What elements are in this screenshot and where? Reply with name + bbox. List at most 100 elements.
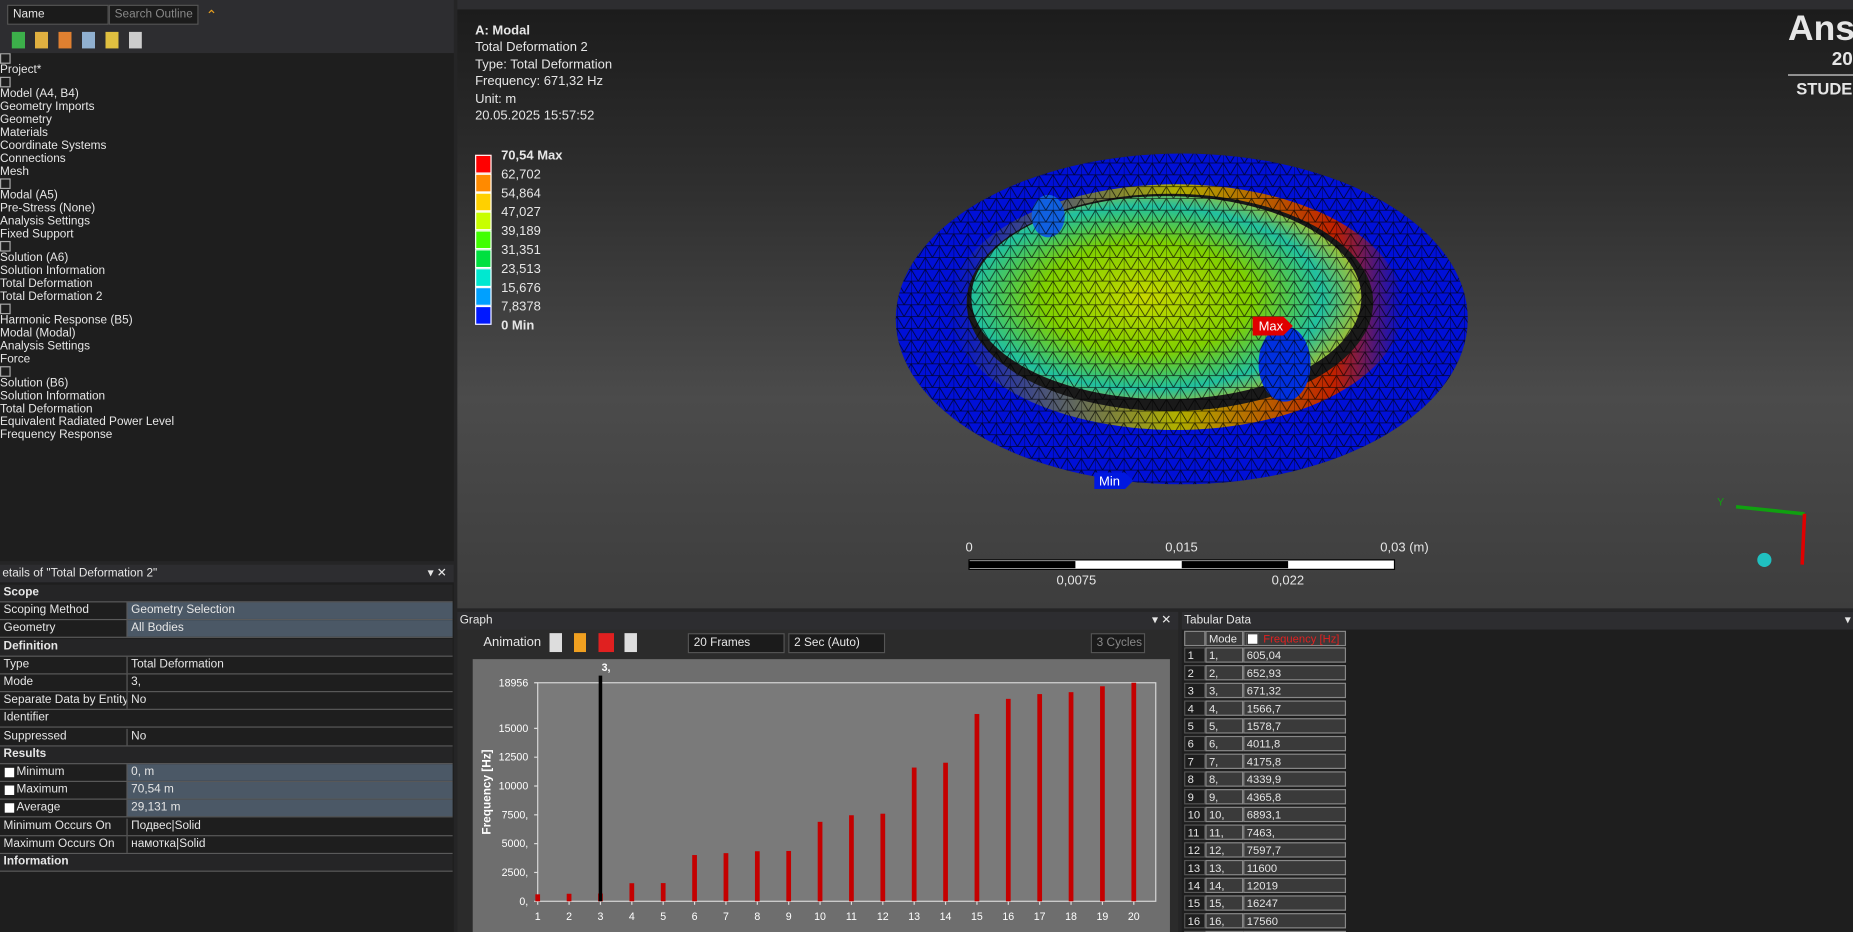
property-row: Maximum 70,54 m [0,782,453,800]
legend-swatch [475,154,492,174]
scale-label: 0,015 [1165,541,1198,556]
tree-node[interactable]: Fixed Support [0,228,454,241]
property-row: Average 29,131 m [0,800,453,818]
tree-node[interactable]: Modal (A5) [0,178,454,202]
tree-node[interactable]: Solution (B6) [0,366,454,390]
table-cell: 15 [1184,895,1206,911]
property-value[interactable]: No [126,728,452,745]
property-value[interactable]: 0, m [126,764,453,781]
panel-buttons[interactable]: ▾ ✕ [427,566,447,580]
tree-node[interactable]: Connections [0,152,454,165]
legend-label: 23,513 [501,262,541,277]
tree-node[interactable]: Project* [0,53,454,77]
property-value[interactable]: Total Deformation [126,656,452,674]
tree-node[interactable]: Force [0,353,454,366]
tree-label: Analysis Settings [0,214,90,228]
y-tick-label: 18956 [499,677,529,689]
property-value[interactable]: 29,131 m [126,800,453,817]
search-box[interactable]: Search Outline [108,4,199,25]
table-cell: 4175,8 [1243,753,1347,769]
property-value[interactable]: 70,54 m [126,782,453,799]
bar [535,894,541,902]
header-cell: Frequency [Hz] [1243,630,1347,647]
table-cell: 7463, [1243,824,1347,840]
table-cell: 12, [1205,842,1244,858]
tree-label: Frequency Response [0,428,113,442]
tree-node[interactable]: Frequency Response [0,429,454,442]
graph-panel: Graph ▾ ✕ Animation 20 Frames 2 Sec (Auto… [457,611,1179,932]
tree-node[interactable]: Solution Information [0,390,454,403]
property-name: Minimum [16,765,65,779]
filter-combo[interactable]: Name [7,4,109,25]
details-title-text: etails of "Total Deformation 2" [2,566,158,580]
property-value[interactable]: No [126,692,452,709]
tree-node[interactable]: Equivalent Radiated Power Level [0,416,454,429]
checkbox[interactable] [4,785,15,796]
x-tick-label: 6 [692,911,698,923]
tree-node[interactable]: Mesh [0,165,454,178]
tree-node[interactable]: Modal (Modal) [0,327,454,340]
property-row: Type Total Deformation [0,656,453,675]
property-value[interactable]: Geometry Selection [126,602,453,620]
tree-node[interactable]: Solution Information [0,265,454,278]
tree-node[interactable]: Coordinate Systems [0,139,454,152]
info-line: Unit: m [475,92,517,107]
x-tick-label: 9 [786,911,792,923]
tree-node[interactable]: Materials [0,126,454,139]
table-cell: 6, [1205,735,1244,752]
table-cell: 652,93 [1243,665,1347,681]
tree-label: Geometry [0,113,52,127]
min-tag: Min [1099,473,1120,488]
header-cell [1184,630,1206,647]
tree-label: Solution Information [0,389,106,403]
property-value[interactable]: 3, [126,674,452,692]
tree-label: Modal (Modal) [0,327,76,341]
header-checkbox[interactable] [1246,633,1259,645]
table-cell: 8 [1184,771,1206,787]
max-probe: Max [1252,316,1293,336]
cursor-label: 3, [602,662,611,674]
property-value[interactable]: All Bodies [126,620,453,638]
duration-combo[interactable]: 2 Sec (Auto) [788,633,886,654]
legend-swatch [475,211,492,231]
cycles-box[interactable]: 3 Cycles [1090,633,1146,654]
table-cell: 4365,8 [1243,789,1347,805]
x-tick-label: 3 [597,911,603,923]
tree-node[interactable]: Analysis Settings [0,215,454,228]
tree-node[interactable]: Solution (A6) [0,240,454,265]
tree-node[interactable]: Analysis Settings [0,340,454,353]
3d-viewport[interactable]: Max Min Y A: Modal Total Deformation 2 T… [457,9,1853,609]
checkbox[interactable] [4,767,15,778]
scale-label: 0,022 [1271,574,1305,589]
tabular-title: Tabular Data ▾ [1181,611,1853,630]
tree-node[interactable]: Harmonic Response (B5) [0,303,454,327]
tree-node[interactable]: Model (A4, B4) [0,76,454,100]
table-cell: 15, [1205,895,1244,911]
y-tick-label: 2500, [502,867,529,879]
tree-node[interactable]: Total Deformation [0,278,454,291]
checkbox[interactable] [4,803,15,814]
expander [0,76,11,88]
legend-swatch [475,268,492,288]
panel-buttons[interactable]: ▾ ✕ [1151,614,1172,628]
table-cell: 2, [1205,665,1244,681]
tree-node[interactable]: Total Deformation 2 [0,291,454,304]
up-arrow-button[interactable]: ⌃ [205,7,218,24]
property-name: Average [16,801,61,815]
info-line: Type: Total Deformation [475,57,613,73]
playback-controls[interactable] [549,633,637,653]
tree-node[interactable]: Total Deformation [0,403,454,416]
tree-node[interactable]: Pre-Stress (None) [0,202,454,215]
panel-buttons[interactable]: ▾ [1844,614,1851,628]
property-value[interactable]: Подвес|Solid [126,818,452,835]
property-value[interactable]: намотка|Solid [126,836,452,853]
scale-label: 0 [965,541,973,556]
bar [629,883,635,902]
tree-node[interactable]: Geometry [0,113,454,126]
tree-tool-icons[interactable] [11,31,142,49]
tree-node[interactable]: Geometry Imports [0,100,454,113]
frames-combo[interactable]: 20 Frames [687,633,785,654]
table-cell: 14, [1205,877,1244,894]
table-cell: 7597,7 [1243,842,1347,858]
tree-label: Total Deformation [0,277,93,291]
